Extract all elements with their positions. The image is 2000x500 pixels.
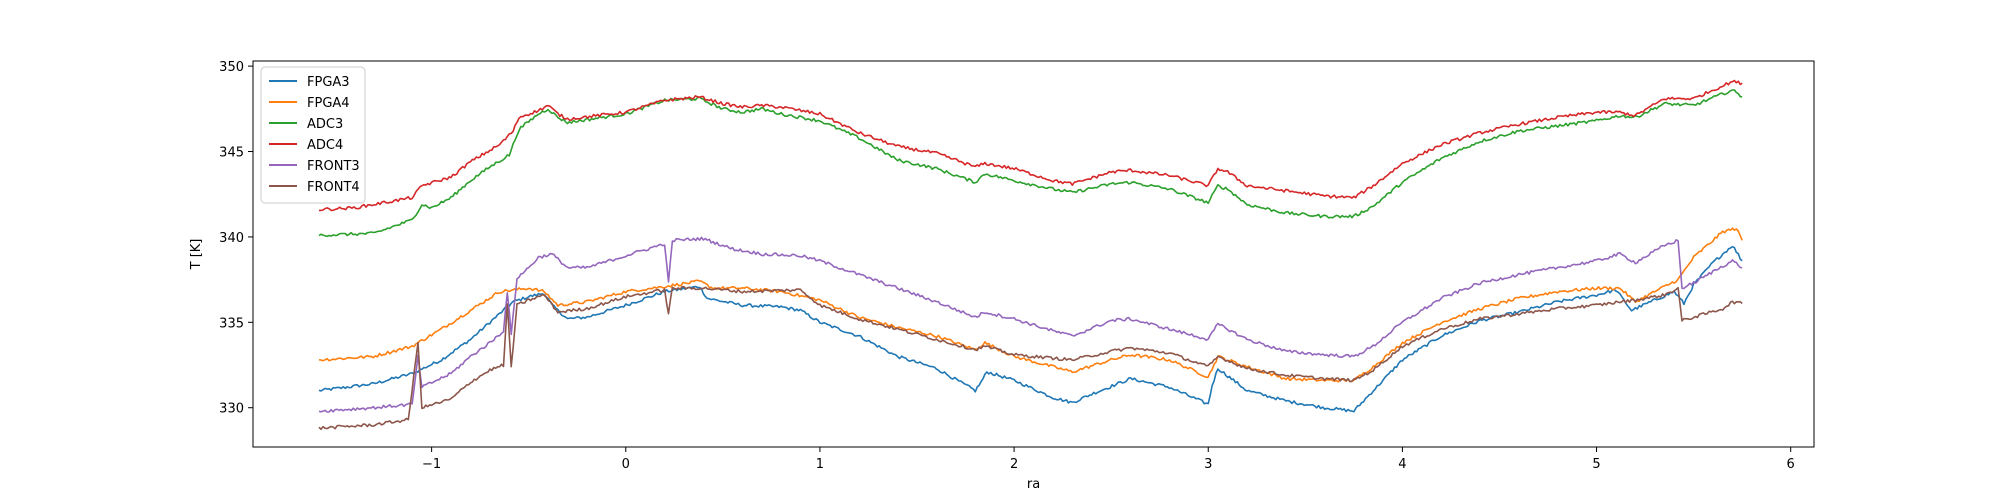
y-tick-label: 340 [219, 231, 244, 246]
series-line-front3 [318, 236, 1743, 413]
x-tick-label: 0 [622, 457, 630, 472]
x-tick-label: 1 [816, 457, 824, 472]
legend-label-adc3: ADC3 [307, 117, 343, 132]
x-tick-label: −1 [422, 457, 441, 472]
series-layer [318, 79, 1743, 431]
x-tick-label: 2 [1010, 457, 1018, 472]
y-tick-label: 350 [219, 60, 244, 75]
y-tick-label: 345 [219, 146, 244, 161]
y-axis-label: T [K] [189, 239, 204, 271]
legend: FPGA3 FPGA4 ADC3 ADC4 FRONT3 FRONT4 [260, 66, 366, 204]
x-tick-label: 5 [1592, 457, 1600, 472]
y-tick-label: 330 [219, 402, 244, 417]
y-tick-label: 335 [219, 316, 244, 331]
legend-label-fpga3: FPGA3 [307, 75, 350, 90]
legend-label-adc4: ADC4 [307, 138, 343, 153]
series-line-front4 [318, 285, 1743, 431]
x-tick-label: 3 [1204, 457, 1212, 472]
legend-label-front3: FRONT3 [307, 159, 360, 174]
x-tick-label: 6 [1787, 457, 1795, 472]
series-line-fpga4 [318, 227, 1743, 383]
series-line-adc3 [318, 89, 1743, 238]
y-axis: 330 335 340 345 350 [219, 60, 253, 417]
legend-label-fpga4: FPGA4 [307, 96, 350, 111]
x-tick-label: 4 [1398, 457, 1406, 472]
series-line-adc4 [319, 79, 1743, 212]
plot-frame [252, 60, 1815, 448]
x-axis-label: ra [1027, 477, 1040, 492]
legend-label-front4: FRONT4 [307, 180, 360, 195]
x-axis: −1 0 1 2 3 4 5 6 [422, 447, 1795, 472]
